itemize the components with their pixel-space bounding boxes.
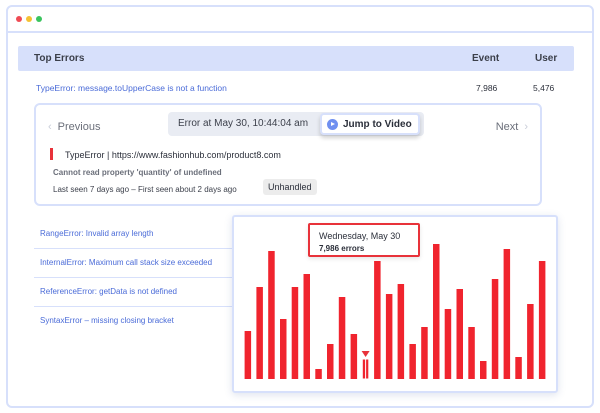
chart-bar[interactable] [280, 319, 287, 379]
chart-bar[interactable] [338, 297, 346, 379]
user-count: 5,476 [533, 83, 555, 93]
tooltip-pointer [361, 351, 370, 357]
chart-bar[interactable] [538, 261, 546, 379]
minimize-window-dot[interactable] [26, 16, 32, 22]
jump-to-video-button[interactable]: Jump to Video [320, 113, 420, 135]
tooltip-date: Wednesday, May 30 [319, 231, 401, 241]
chart-bar[interactable] [409, 344, 416, 379]
next-label: Next [495, 121, 519, 133]
header-event: Event [472, 53, 500, 64]
close-window-dot[interactable] [16, 16, 22, 22]
previous-label: Previous [57, 121, 101, 133]
table-header: Top Errors Event User [18, 46, 574, 71]
chart-bar[interactable] [444, 309, 452, 379]
chart-bar[interactable] [244, 331, 252, 379]
chart-bar[interactable] [256, 287, 263, 379]
header-top-errors: Top Errors [34, 53, 85, 64]
list-item[interactable]: RangeError: Invalid array length [34, 220, 244, 249]
error-severity-marker [50, 148, 53, 160]
chart-bar[interactable] [503, 249, 511, 379]
error-type-url: TypeError | https://www.fashionhub.com/p… [65, 150, 281, 160]
table-row[interactable]: TypeError: message.toUpperCase is not a … [36, 83, 576, 97]
chevron-left-icon: ‹ [48, 121, 52, 133]
chart-bar[interactable] [374, 261, 381, 379]
chart-bar[interactable] [527, 304, 534, 379]
chart-bar[interactable] [480, 361, 487, 379]
chart-bar[interactable] [268, 251, 275, 379]
chart-tooltip: Wednesday, May 30 7,986 errors [308, 223, 420, 257]
chart-bar[interactable] [491, 279, 499, 379]
play-icon [327, 119, 338, 130]
error-detail-panel: ‹ Previous Error at May 30, 10:44:04 am J… [34, 103, 542, 206]
list-item[interactable]: ReferenceError: getData is not defined [34, 278, 244, 307]
chart-bar[interactable] [291, 287, 299, 379]
list-item[interactable]: InternalError: Maximum call stack size e… [34, 249, 244, 278]
chart-bar[interactable] [303, 274, 311, 379]
chart-bar[interactable] [515, 357, 522, 379]
list-item[interactable]: SyntaxError – missing closing bracket [34, 307, 244, 336]
unhandled-badge: Unhandled [263, 179, 317, 195]
error-link[interactable]: InternalError: Maximum call stack size e… [40, 258, 213, 267]
chart-bar[interactable] [397, 284, 405, 379]
chevron-right-icon: › [524, 121, 528, 133]
chart-bar[interactable] [315, 369, 322, 379]
error-link[interactable]: RangeError: Invalid array length [40, 229, 154, 238]
chart-bar[interactable] [421, 327, 428, 379]
seen-info: Last seen 7 days ago – First seen about … [53, 185, 237, 194]
header-user: User [535, 53, 558, 64]
chart-bar[interactable] [385, 294, 393, 379]
chart-bar[interactable] [327, 344, 334, 379]
title-bar [8, 7, 592, 33]
error-link[interactable]: SyntaxError – missing closing bracket [40, 316, 174, 325]
chart-bar[interactable] [433, 244, 440, 379]
next-button[interactable]: Next › [496, 121, 528, 133]
error-message: Cannot read property 'quantity' of undef… [53, 168, 222, 177]
error-chart: Wednesday, May 30 7,986 errors [232, 215, 558, 393]
event-count: 7,986 [476, 83, 498, 93]
tooltip-value: 7,986 errors [319, 244, 365, 253]
error-timestamp: Error at May 30, 10:44:04 am [178, 118, 309, 129]
jump-to-video-label: Jump to Video [343, 119, 412, 130]
maximize-window-dot[interactable] [36, 16, 42, 22]
chart-bar[interactable] [468, 327, 475, 379]
error-timestamp-bar: Error at May 30, 10:44:04 am Jump to Vid… [168, 112, 424, 136]
chart-bar[interactable] [350, 334, 358, 379]
chart-bar[interactable] [456, 289, 464, 379]
previous-button[interactable]: ‹ Previous [48, 121, 100, 133]
error-link[interactable]: TypeError: message.toUpperCase is not a … [36, 83, 227, 93]
chart-canvas [244, 244, 546, 380]
error-link[interactable]: ReferenceError: getData is not defined [40, 287, 177, 296]
